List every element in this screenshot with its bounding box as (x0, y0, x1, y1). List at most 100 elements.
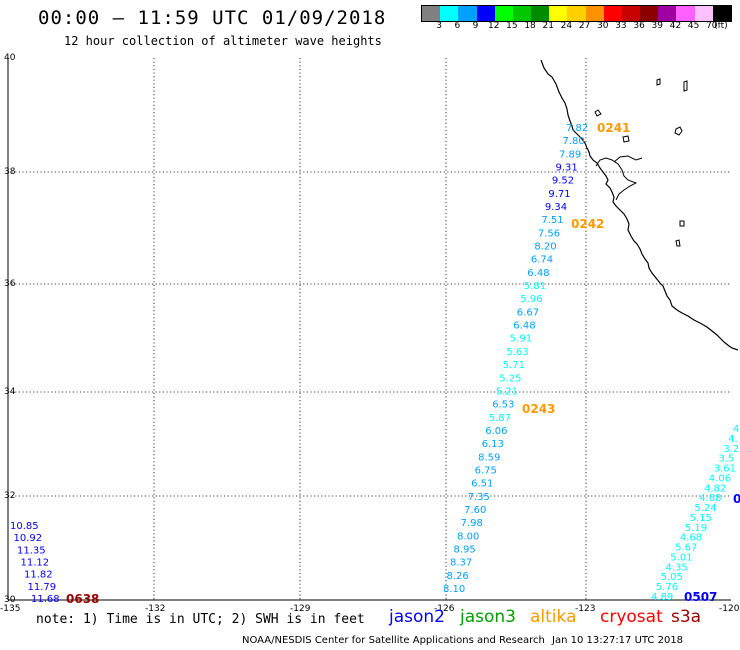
color-scale-label: 21 (542, 21, 554, 31)
satellite-cryosat-label: cryosat (600, 607, 663, 627)
color-swatch (512, 6, 532, 21)
longitude-label: -132 (145, 604, 165, 614)
swh-value: 7.56 (538, 228, 560, 239)
credit-line: NOAA/NESDIS Center for Satellite Applica… (242, 635, 545, 646)
color-swatch (458, 6, 477, 21)
swh-value: 5.67 (675, 543, 697, 554)
color-swatch (603, 6, 622, 21)
swh-value: 4 (733, 424, 739, 435)
swh-value: 5.81 (524, 281, 546, 292)
color-scale-label: 3 (436, 21, 443, 31)
color-scale-label: 18 (524, 21, 536, 31)
pass-label-0243: 0243 (522, 402, 555, 416)
swh-value: 4.82 (704, 483, 726, 494)
color-swatch (676, 6, 695, 21)
lake-2 (683, 80, 688, 92)
satellite-jason3-label: jason3 (460, 607, 516, 627)
color-scale-label: 39 (651, 21, 664, 31)
swh-value: 5.24 (694, 503, 716, 514)
swh-value: 6.48 (513, 321, 535, 332)
pass-label-0242: 0242 (571, 217, 604, 231)
color-swatch (585, 6, 604, 21)
color-scale-label: 42 (669, 21, 682, 31)
color-swatch (640, 6, 659, 21)
latitude-label: 40 (4, 53, 16, 63)
color-swatch (440, 6, 459, 21)
swh-value: 6.51 (471, 479, 493, 490)
map-title: 00:00 – 11:59 UTC 01/09/2018 (38, 7, 387, 29)
map-subtitle: 12 hour collection of altimeter wave hei… (64, 34, 382, 48)
graticule (7, 58, 731, 600)
color-scale-label: 9 (472, 21, 479, 31)
swh-value: 6.67 (517, 307, 539, 318)
longitude-label: -129 (290, 604, 311, 614)
swh-value: 3.2 (723, 444, 739, 455)
color-swatch (476, 6, 495, 21)
swh-value: 3.5 (719, 454, 735, 465)
swh-value: 11.12 (21, 558, 50, 569)
swh-value: 11.35 (17, 545, 46, 556)
swh-value: 4.06 (709, 473, 731, 484)
color-scale-label: (ft) (714, 21, 728, 31)
swh-value: 5.63 (506, 347, 528, 358)
san-francisco-bay (595, 157, 638, 201)
latitude-label: 36 (4, 279, 16, 289)
color-swatch (694, 6, 713, 21)
lake-3 (594, 109, 602, 117)
color-scale-label: 24 (560, 21, 573, 31)
swh-value: 7.82 (566, 123, 588, 134)
swh-value: 6.75 (475, 466, 497, 477)
color-scale-label: 15 (506, 21, 518, 31)
swh-value: 8.26 (447, 571, 469, 582)
swh-value: 5.96 (520, 294, 542, 305)
color-scale-label: 30 (597, 21, 609, 31)
swh-value: 6.06 (485, 426, 507, 437)
coastline (540, 59, 739, 351)
pass-label-0507: 0507 (684, 590, 717, 604)
swh-value: 8.59 (478, 452, 500, 463)
color-swatch (494, 6, 513, 21)
latitude-label: 34 (4, 387, 16, 397)
swh-value: 9.34 (545, 202, 567, 213)
swh-value: 4.89 (651, 592, 673, 603)
swh-value: 9.71 (548, 189, 570, 200)
swh-value: 7.60 (464, 505, 486, 516)
swh-value: 9.31 (556, 163, 578, 174)
latitude-label: 30 (4, 595, 16, 605)
color-swatch (422, 6, 441, 21)
swh-value: 11.82 (24, 570, 53, 581)
generated-timestamp: Jan 10 13:27:17 UTC 2018 (552, 635, 684, 646)
swh-value: 7.98 (461, 518, 483, 529)
units-note: note: 1) Time is in UTC; 2) SWH is in fe… (36, 612, 365, 627)
swh-value: 5.05 (661, 572, 683, 583)
color-swatch (712, 6, 731, 21)
swh-value: 8.20 (534, 242, 556, 253)
longitude-label: -135 (0, 604, 20, 614)
swh-value: 5.91 (510, 334, 532, 345)
color-scale-label: 12 (487, 21, 500, 31)
pass-label-edge: 0 (733, 492, 740, 506)
color-scale-labels: 3 6 9 12 15 18 21 24 27 30 33 36 39 42 45 70 (ft) (421, 21, 731, 33)
swh-value: 11.79 (28, 582, 57, 593)
delta-waterway (613, 155, 643, 163)
swh-value: 8.00 (457, 531, 479, 542)
pass-label-0241: 0241 (597, 121, 630, 135)
swh-value: 7.35 (468, 492, 490, 503)
longitude-label: -126 (434, 604, 455, 614)
lake-5 (679, 220, 685, 227)
swh-value: 6.13 (482, 439, 504, 450)
swh-value: 11.68 (31, 594, 60, 605)
swh-value: 5.19 (685, 523, 707, 534)
latitude-label: 38 (4, 167, 16, 177)
swh-value: 3.61 (714, 464, 736, 475)
swh-value: 5.21 (496, 386, 518, 397)
swh-value: 7.51 (541, 215, 563, 226)
swh-value: 4.35 (666, 562, 688, 573)
swh-value: 6.53 (492, 400, 514, 411)
swh-value: 8.95 (454, 545, 476, 556)
swh-value: 4.88 (699, 493, 721, 504)
swh-value: 6.74 (531, 255, 553, 266)
color-scale-label: 33 (615, 21, 627, 31)
swh-value: 5.25 (499, 373, 521, 384)
